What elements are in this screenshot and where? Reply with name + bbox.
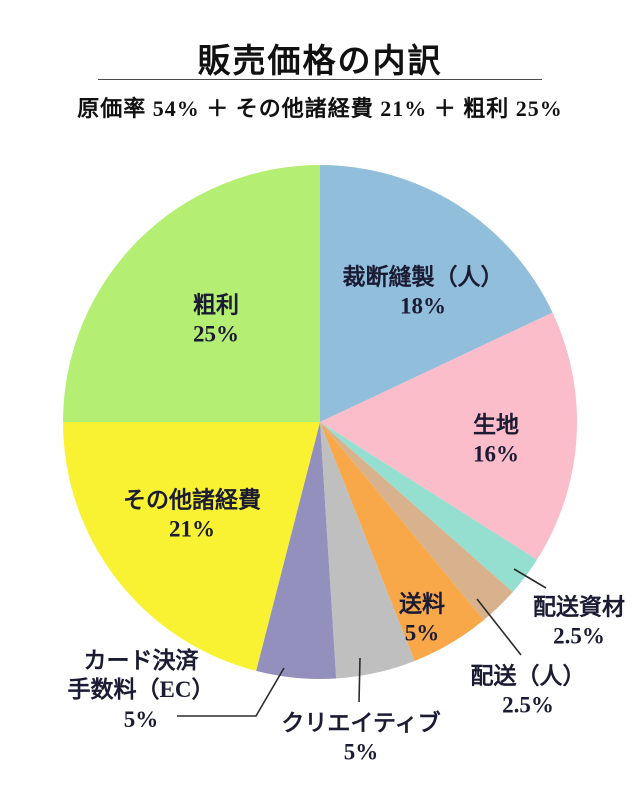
leader-line-delivery-person bbox=[476, 598, 522, 656]
slice-label-creative: クリエイティブ 5% bbox=[281, 709, 440, 768]
slice-percent: 25% bbox=[193, 322, 239, 347]
slice-percent: 21% bbox=[169, 517, 215, 542]
slice-label-text-line2: 手数料（EC） bbox=[67, 677, 215, 703]
slice-percent: 16% bbox=[473, 442, 519, 467]
slice-label-text: その他諸経費 bbox=[123, 487, 261, 513]
slice-label-text: 送料 bbox=[399, 591, 445, 617]
title-divider bbox=[98, 79, 542, 80]
slice-percent: 5% bbox=[123, 706, 159, 732]
slice-label-delivery-person: 配送（人） 2.5% bbox=[471, 662, 586, 721]
slice-label-text: 裁断縫製（人） bbox=[342, 264, 504, 290]
slice-percent: 18% bbox=[400, 294, 446, 319]
leader-line-shipping-materials bbox=[513, 568, 547, 589]
pie-slice-card-fee bbox=[256, 422, 337, 679]
slice-label-gross-profit: 粗利 25% bbox=[193, 291, 239, 350]
slice-percent: 2.5% bbox=[502, 693, 554, 718]
slice-label-card-fee: カード決済 手数料（EC） 5% bbox=[68, 646, 215, 734]
pie-slice-shipping-fee bbox=[320, 422, 484, 661]
pie-slice-shipping-materials bbox=[320, 422, 537, 592]
slice-label-cutting-sewing: 裁断縫製（人） 18% bbox=[343, 263, 504, 322]
slice-label-text: 配送（人） bbox=[470, 663, 586, 689]
pie-slice-other-expenses bbox=[63, 422, 320, 671]
page-title: 販売価格の内訳 bbox=[197, 44, 443, 80]
pie-slice-cutting-sewing bbox=[320, 165, 553, 422]
slice-label-text-line1: カード決済 bbox=[83, 647, 199, 673]
slice-percent: 5% bbox=[343, 740, 379, 765]
pie-slice-delivery-person bbox=[320, 422, 513, 621]
slice-label-shipping-fee: 送料 5% bbox=[399, 590, 445, 649]
slice-label-shipping-materials: 配送資材 2.5% bbox=[533, 593, 625, 652]
pie-slice-creative bbox=[320, 422, 415, 679]
slice-label-other-expenses: その他諸経費 21% bbox=[123, 486, 261, 545]
pie-slice-gross-profit bbox=[63, 165, 320, 422]
leader-line-creative bbox=[358, 657, 361, 703]
slice-label-text: 配送資材 bbox=[533, 594, 625, 620]
slice-label-text: 生地 bbox=[473, 412, 519, 438]
slice-label-text: クリエイティブ bbox=[281, 710, 441, 736]
slice-label-text: 粗利 bbox=[193, 292, 239, 318]
price-formula-subtitle: 原価率 54% ＋ その他諸経費 21% ＋ 粗利 25% bbox=[77, 96, 563, 121]
slice-label-fabric: 生地 16% bbox=[473, 411, 519, 470]
pie-slice-fabric bbox=[320, 312, 578, 560]
slice-percent: 2.5% bbox=[553, 624, 605, 649]
leader-line-card-fee bbox=[177, 667, 285, 717]
slice-percent: 5% bbox=[404, 621, 440, 646]
